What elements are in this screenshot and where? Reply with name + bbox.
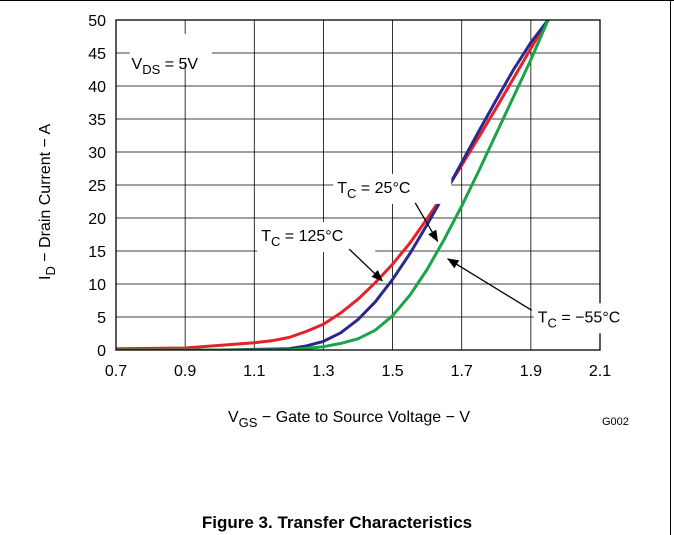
frame-right-border: [670, 0, 671, 535]
x-tick-label: 1.5: [381, 363, 403, 380]
y-tick-label: 15: [88, 244, 106, 261]
y-tick-label: 50: [88, 13, 106, 30]
series-annotations: VDS = 5V TC = 125°C TC = 25°C TC = −55°C: [129, 33, 652, 334]
x-tick-label: 2.1: [589, 363, 611, 380]
transfer-characteristics-chart: 0.7 0.9 1.1 1.3 1.5 1.7 1.9 2.1 0 5 10 15 20 25 30 35 40…: [37, 13, 652, 430]
y-axis-title: ID − Drain Current − A: [37, 124, 58, 280]
series-lines: [116, 20, 550, 350]
y-tick-label: 0: [97, 343, 106, 360]
annotation-arrow-2: [446, 258, 533, 311]
y-tick-label: 40: [88, 79, 106, 96]
y-tick-label: 5: [97, 310, 106, 327]
condition-label-bg: [129, 33, 212, 62]
x-tick-label: 1.3: [312, 363, 334, 380]
annotation-bg-0: [257, 222, 376, 253]
x-tick-label: 1.9: [520, 363, 542, 380]
x-axis-title: VGS − Gate to Source Voltage − V: [228, 409, 470, 430]
figure-caption: Figure 3. Transfer Characteristics: [201, 513, 473, 532]
figure-code: G002: [602, 416, 629, 428]
annotation-arrow-1: [414, 202, 439, 243]
annotation-label-1: TC = 25°C: [337, 180, 410, 201]
frame-top-border: [0, 0, 674, 1]
y-tick-label: 25: [88, 178, 106, 195]
series-line-2: [116, 20, 550, 350]
y-tick-label: 20: [88, 211, 106, 228]
y-tick-label: 30: [88, 145, 106, 162]
annotation-label-2: TC = −55°C: [538, 309, 621, 330]
axis-titles: VGS − Gate to Source Voltage − V ID − Dra…: [37, 124, 470, 430]
y-tick-label: 45: [88, 46, 106, 63]
y-tick-label: 10: [88, 277, 106, 294]
x-tick-label: 1.7: [451, 363, 473, 380]
plot-area-frame: [115, 19, 601, 351]
condition-label: VDS = 5V: [132, 56, 199, 77]
x-tick-label: 1.1: [243, 363, 265, 380]
annotation-bg-2: [533, 303, 652, 334]
y-tick-label: 35: [88, 112, 106, 129]
series-line-0: [116, 20, 550, 350]
x-tick-label: 0.9: [174, 363, 196, 380]
annotation-label-0: TC = 125°C: [261, 228, 343, 249]
x-tick-label: 0.7: [105, 363, 127, 380]
annotation-bg-1: [333, 173, 452, 204]
series-line-1: [116, 20, 550, 350]
tick-labels: 0.7 0.9 1.1 1.3 1.5 1.7 1.9 2.1 0 5 10 15 20 25 30 35 40…: [88, 13, 611, 380]
annotation-arrow-0: [348, 248, 384, 282]
